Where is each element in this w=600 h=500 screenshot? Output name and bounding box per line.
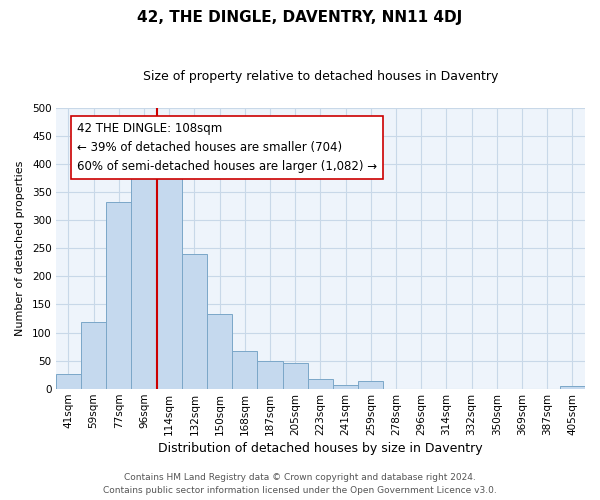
Title: Size of property relative to detached houses in Daventry: Size of property relative to detached ho… <box>143 70 498 83</box>
Bar <box>333 385 358 389</box>
Bar <box>207 314 232 389</box>
Y-axis label: Number of detached properties: Number of detached properties <box>15 160 25 336</box>
Bar <box>131 170 157 389</box>
Bar <box>106 202 131 389</box>
Bar <box>232 350 257 389</box>
Text: 42, THE DINGLE, DAVENTRY, NN11 4DJ: 42, THE DINGLE, DAVENTRY, NN11 4DJ <box>137 10 463 25</box>
Bar <box>358 382 383 389</box>
Bar <box>308 379 333 389</box>
Bar <box>56 374 81 389</box>
Bar <box>182 254 207 389</box>
Text: Contains HM Land Registry data © Crown copyright and database right 2024.
Contai: Contains HM Land Registry data © Crown c… <box>103 474 497 495</box>
Bar <box>560 386 585 389</box>
Bar <box>81 322 106 389</box>
Bar <box>257 360 283 389</box>
X-axis label: Distribution of detached houses by size in Daventry: Distribution of detached houses by size … <box>158 442 483 455</box>
Text: 42 THE DINGLE: 108sqm
← 39% of detached houses are smaller (704)
60% of semi-det: 42 THE DINGLE: 108sqm ← 39% of detached … <box>77 122 377 173</box>
Bar <box>283 364 308 389</box>
Bar <box>157 178 182 389</box>
